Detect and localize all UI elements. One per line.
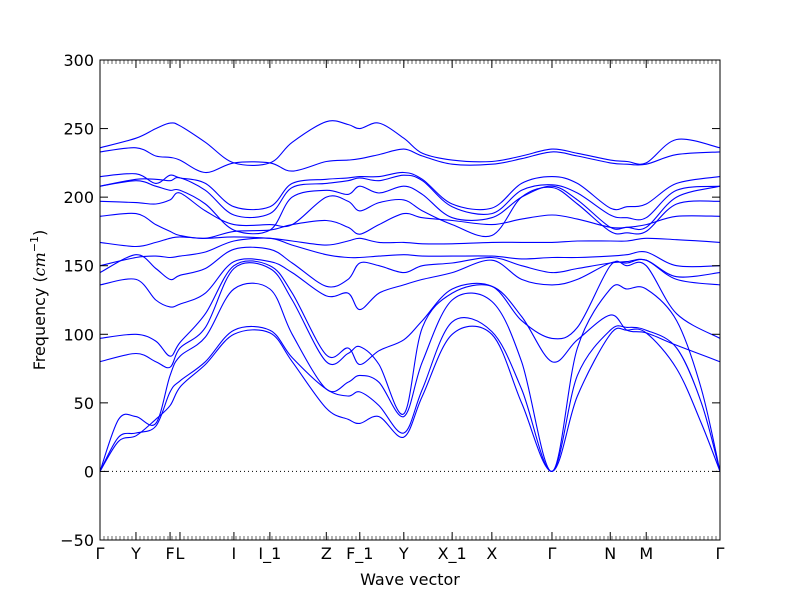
y-tick-label: 50 <box>74 394 94 413</box>
y-axis-ticks: −50 0 50 100 150 200 250 300 <box>60 51 720 550</box>
band-line-1 <box>99 325 721 472</box>
band-line-8 <box>99 237 721 268</box>
phonon-bands <box>99 120 721 472</box>
band-line-9 <box>99 236 721 248</box>
y-tick-label: −50 <box>60 531 94 550</box>
x-tick-label: N <box>604 544 616 563</box>
band-line-2 <box>99 317 721 472</box>
x-axis-ticks: Γ Y F L I I_1 Z F_1 Y X_1 X Γ N M Γ <box>96 60 725 564</box>
x-tick-label: F_1 <box>346 544 373 564</box>
band-line-7 <box>99 246 721 288</box>
band-line-3 <box>99 282 721 472</box>
x-tick-label: F <box>165 544 174 563</box>
y-tick-label: 300 <box>63 51 94 70</box>
x-tick-label: Γ <box>548 544 557 563</box>
y-tick-label: 100 <box>63 325 94 344</box>
x-tick-label: X <box>486 544 497 563</box>
y-tick-label: 0 <box>84 462 94 481</box>
band-line-11 <box>99 186 721 238</box>
band-line-5 <box>99 260 721 366</box>
x-tick-label: M <box>639 544 653 563</box>
x-axis-label: Wave vector <box>360 570 460 589</box>
band-line-12 <box>99 180 721 235</box>
x-tick-label: Y <box>398 544 409 563</box>
band-line-4 <box>99 262 721 415</box>
x-tick-label: X_1 <box>438 544 467 564</box>
x-tick-label: Z <box>321 544 332 563</box>
band-line-14 <box>99 171 721 211</box>
y-tick-label: 150 <box>63 257 94 276</box>
band-line-15 <box>99 147 721 174</box>
band-line-16 <box>99 120 721 166</box>
x-tick-label: Γ <box>716 544 725 563</box>
y-tick-label: 200 <box>63 188 94 207</box>
x-tick-label: Y <box>130 544 141 563</box>
y-tick-label: 250 <box>63 120 94 139</box>
minor-x-ticks <box>99 60 721 540</box>
x-tick-label: L <box>176 544 185 563</box>
y-axis-label: Frequency (cm−1) <box>28 230 49 371</box>
plot-frame <box>99 59 721 541</box>
x-tick-label: Γ <box>96 544 105 563</box>
x-tick-label: I <box>232 544 237 563</box>
x-tick-label: I_1 <box>258 544 281 564</box>
